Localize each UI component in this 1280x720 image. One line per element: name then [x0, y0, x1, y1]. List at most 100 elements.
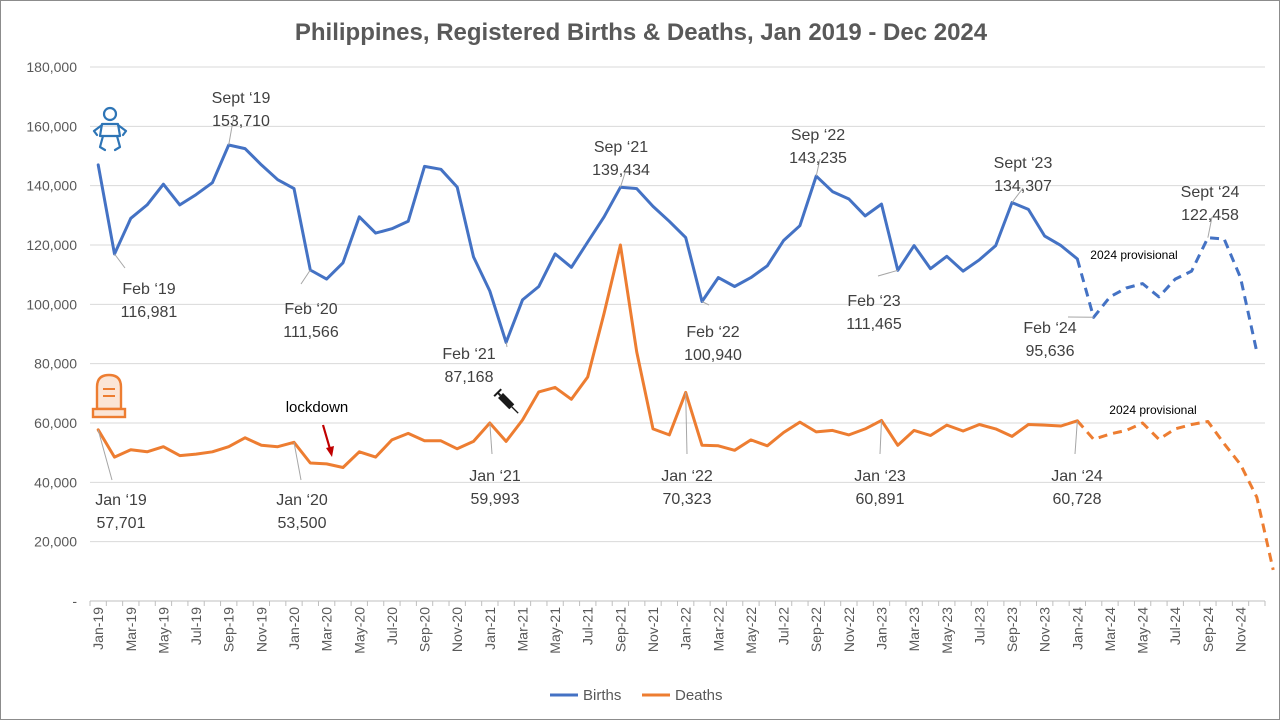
y-tick-label: 80,000: [34, 356, 77, 372]
annotation-label: Feb ‘20: [284, 301, 337, 318]
annotations: Sept ‘19 153,710 Feb ‘19 116,981 Feb ‘20 111,…: [95, 90, 1239, 532]
x-tick-label: Sep-24: [1200, 607, 1216, 652]
x-tick-label: Sep-19: [221, 607, 237, 652]
legend: Births Deaths: [550, 687, 723, 704]
annotation-label: 134,307: [994, 178, 1052, 195]
x-tick-label: Sep-22: [808, 607, 824, 652]
x-tick-label: Jul-24: [1167, 607, 1183, 645]
annotation-label: 95,636: [1026, 343, 1075, 360]
annotation-label: Jan ‘19: [95, 492, 147, 509]
annotation-label: 70,323: [663, 491, 712, 508]
lockdown-arrow: [321, 424, 334, 457]
x-tick-label: Nov-19: [253, 607, 269, 652]
y-tick-label: 60,000: [34, 415, 77, 431]
annotation-label: 53,500: [278, 515, 327, 532]
x-tick-label: Sep-21: [612, 607, 628, 652]
x-tick-label: Jul-23: [971, 607, 987, 645]
annotation-label: Jan ‘24: [1051, 468, 1103, 485]
x-tick-label: Jul-19: [188, 607, 204, 645]
annotation-label: 87,168: [445, 369, 494, 386]
annotation-leader: [877, 269, 898, 277]
lockdown-label: lockdown: [286, 399, 349, 416]
x-tick-label: Jan-21: [482, 607, 498, 650]
tombstone-icon: [91, 373, 127, 419]
annotation-label: Feb ‘24: [1023, 320, 1076, 337]
annotation-leader: [489, 422, 493, 455]
x-tick-label: Jan-23: [873, 607, 889, 650]
annotation-leader: [505, 342, 508, 348]
x-tick-label: Jan-19: [90, 607, 106, 650]
annotation-label: Sept ‘19: [212, 90, 271, 107]
annotation-label: 60,728: [1053, 491, 1102, 508]
x-tick-label: May-22: [743, 607, 759, 654]
legend-deaths-label: Deaths: [675, 687, 723, 704]
x-tick-label: Jan-24: [1069, 607, 1085, 650]
x-tick-label: Sep-20: [417, 607, 433, 652]
x-tick-label: Mar-23: [906, 607, 922, 652]
annotation-label: Feb ‘19: [122, 281, 175, 298]
annotation-label: Feb ‘21: [442, 346, 495, 363]
x-tick-label: Mar-22: [710, 607, 726, 652]
legend-births-label: Births: [583, 687, 621, 704]
y-tick-label: -: [72, 593, 77, 609]
x-tick-label: Nov-21: [645, 607, 661, 652]
series-lines: [96, 143, 1275, 571]
annotation-label: 122,458: [1181, 207, 1239, 224]
annotation-leader: [1011, 187, 1024, 203]
y-tick-label: 140,000: [26, 178, 77, 194]
annotation-leader: [300, 269, 311, 285]
annotation-leader: [879, 420, 882, 455]
annotation-label: 57,701: [97, 515, 146, 532]
x-tick-label: Jul-20: [384, 607, 400, 645]
annotation-leader: [293, 442, 302, 481]
annotation-label: 153,710: [212, 113, 270, 130]
chart-title: Philippines, Registered Births & Deaths,…: [295, 19, 988, 46]
y-tick-label: 40,000: [34, 474, 77, 490]
annotation-leader: [114, 253, 126, 269]
births-provisional-label: 2024 provisional: [1090, 248, 1177, 262]
y-axis-ticks: - 20,000 40,000 60,000 80,000 100,000 120,000 1…: [26, 59, 77, 609]
annotation-leader: [815, 158, 821, 177]
deaths-line: [96, 243, 1079, 469]
y-tick-label: 20,000: [34, 534, 77, 550]
annotation-leader: [1074, 420, 1078, 455]
annotation-label: Sep ‘22: [791, 127, 845, 144]
x-tick-label: Nov-23: [1037, 607, 1053, 652]
annotation-label: 111,566: [283, 324, 339, 341]
x-tick-label: Jan-20: [286, 607, 302, 650]
deaths-provisional-label: 2024 provisional: [1109, 403, 1196, 417]
x-tick-label: May-24: [1135, 607, 1151, 654]
annotation-leader: [1207, 216, 1213, 238]
x-tick-label: Nov-22: [841, 607, 857, 652]
x-tick-label: Sep-23: [1004, 607, 1020, 652]
births-provisional-line: [1075, 236, 1259, 353]
annotation-label: Sept ‘23: [994, 155, 1053, 172]
x-tick-label: May-23: [939, 607, 955, 654]
annotation-label: 100,940: [684, 347, 742, 364]
annotation-leader: [97, 429, 113, 481]
annotation-leader: [228, 114, 235, 146]
x-tick-label: Mar-20: [319, 607, 335, 652]
x-tick-label: Mar-19: [123, 607, 139, 652]
annotation-label: Sept ‘24: [1181, 184, 1240, 201]
x-tick-label: Nov-20: [449, 607, 465, 652]
annotation-leader: [701, 301, 710, 306]
syringe-icon: [493, 388, 519, 414]
deaths-provisional-line: [1076, 419, 1275, 571]
annotation-label: Jan ‘23: [854, 468, 906, 485]
y-tick-label: 100,000: [26, 296, 77, 312]
annotation-label: Jan ‘21: [469, 468, 521, 485]
x-tick-label: Nov-24: [1233, 607, 1249, 652]
y-tick-label: 180,000: [26, 59, 77, 75]
annotation-label: 116,981: [121, 304, 178, 321]
annotation-label: 143,235: [789, 150, 847, 167]
x-tick-label: Jul-22: [776, 607, 792, 645]
x-axis: Jan-19 Mar-19 May-19 Jul-19 Sep-19 Nov-19 Jan-…: [89, 600, 1266, 654]
x-tick-label: Jan-22: [678, 607, 694, 650]
x-tick-label: Jul-21: [580, 607, 596, 645]
annotation-label: Feb ‘23: [847, 293, 900, 310]
baby-icon: [92, 106, 128, 152]
annotation-label: 111,465: [846, 316, 902, 333]
